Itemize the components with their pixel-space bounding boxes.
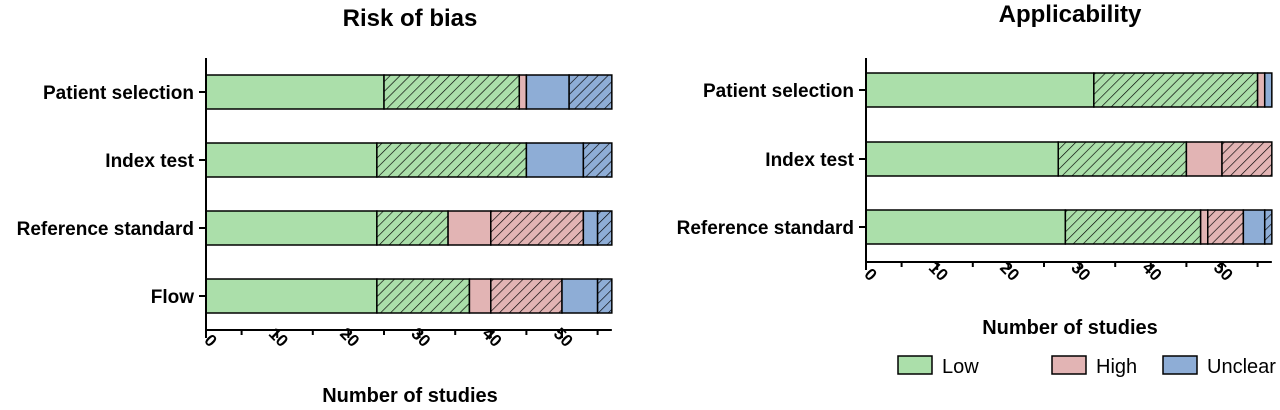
bar-segment-unclear-solid xyxy=(561,278,599,314)
bar-segment-unclear-hatched xyxy=(596,278,613,314)
bar-segment-low-hatched xyxy=(1093,72,1259,108)
chart-title: Applicability xyxy=(999,1,1142,28)
bar-1 xyxy=(865,141,1273,177)
legend-label: Low xyxy=(942,356,979,378)
x-tick-label: 40 xyxy=(479,324,506,351)
bar-segment-low-solid xyxy=(205,278,378,314)
legend: Low High Unclear xyxy=(897,355,1276,378)
bar-segment-unclear-hatched xyxy=(596,210,613,246)
chart-title: Risk of bias xyxy=(343,5,478,32)
bar-segment-low-solid xyxy=(205,210,378,246)
bar-segment-high-solid xyxy=(468,278,492,314)
bar-segment-low-hatched xyxy=(376,278,471,314)
risk-of-bias-chart: Risk of bias Number of studies Patient s… xyxy=(17,5,613,407)
x-tick-label: 0 xyxy=(860,265,880,285)
bar-segment-high-solid xyxy=(518,74,528,110)
bar-segment-unclear-solid xyxy=(1242,209,1266,245)
x-tick-label: 50 xyxy=(550,324,577,351)
x-tick-label: 10 xyxy=(265,324,292,351)
bar-0 xyxy=(865,72,1273,108)
bar-0 xyxy=(205,74,613,110)
category-label: Flow xyxy=(151,287,194,308)
x-tick-label: 0 xyxy=(200,331,220,351)
bar-segment-unclear-solid xyxy=(1263,72,1273,108)
legend-swatch xyxy=(897,355,933,375)
bar-segment-low-hatched xyxy=(376,210,449,246)
x-axis-label: Number of studies xyxy=(322,385,498,407)
bar-segment-low-hatched xyxy=(1064,209,1202,245)
bar-segment-low-solid xyxy=(205,142,378,178)
bar-segment-unclear-hatched xyxy=(1263,209,1273,245)
category-label: Index test xyxy=(105,151,194,172)
bar-segment-low-hatched xyxy=(383,74,521,110)
bar-segment-high-solid xyxy=(1185,141,1223,177)
legend-item-unclear: Unclear xyxy=(1162,355,1276,378)
x-tick-label: 30 xyxy=(407,324,434,351)
bar-segment-high-hatched xyxy=(490,278,563,314)
bar-segment-unclear-solid xyxy=(525,74,570,110)
bar-segment-high-hatched xyxy=(1207,209,1245,245)
category-label: Patient selection xyxy=(703,81,854,102)
x-axis-label: Number of studies xyxy=(982,317,1158,339)
bar-segment-unclear-solid xyxy=(525,142,585,178)
bar-segment-low-solid xyxy=(865,141,1059,177)
legend-label: Unclear xyxy=(1207,356,1276,378)
category-label: Reference standard xyxy=(17,219,194,240)
bar-segment-high-solid xyxy=(447,210,492,246)
legend-item-high: High xyxy=(1051,355,1137,378)
bar-2 xyxy=(205,210,613,246)
legend-label: High xyxy=(1096,356,1137,378)
bar-segment-high-hatched xyxy=(1221,141,1273,177)
bar-segment-high-solid xyxy=(1199,209,1209,245)
bar-3 xyxy=(205,278,613,314)
bar-segment-unclear-solid xyxy=(582,210,599,246)
bar-segment-unclear-hatched xyxy=(582,142,613,178)
bar-segment-low-solid xyxy=(865,72,1095,108)
bar-segment-low-hatched xyxy=(1057,141,1188,177)
bar-segment-high-hatched xyxy=(490,210,585,246)
applicability-chart: Applicability Number of studies Patient … xyxy=(677,1,1273,339)
category-label: Reference standard xyxy=(677,218,854,239)
bar-segment-low-solid xyxy=(865,209,1067,245)
bar-segment-low-solid xyxy=(205,74,385,110)
bar-2 xyxy=(865,209,1273,245)
bar-segment-unclear-hatched xyxy=(568,74,613,110)
legend-item-low: Low xyxy=(897,355,979,378)
category-label: Patient selection xyxy=(43,83,194,104)
bar-1 xyxy=(205,142,613,178)
bar-segment-high-solid xyxy=(1256,72,1266,108)
legend-swatch xyxy=(1162,355,1198,375)
x-tick-label: 20 xyxy=(336,324,363,351)
legend-swatch xyxy=(1051,355,1087,375)
category-label: Index test xyxy=(765,150,854,171)
bar-segment-low-hatched xyxy=(376,142,528,178)
